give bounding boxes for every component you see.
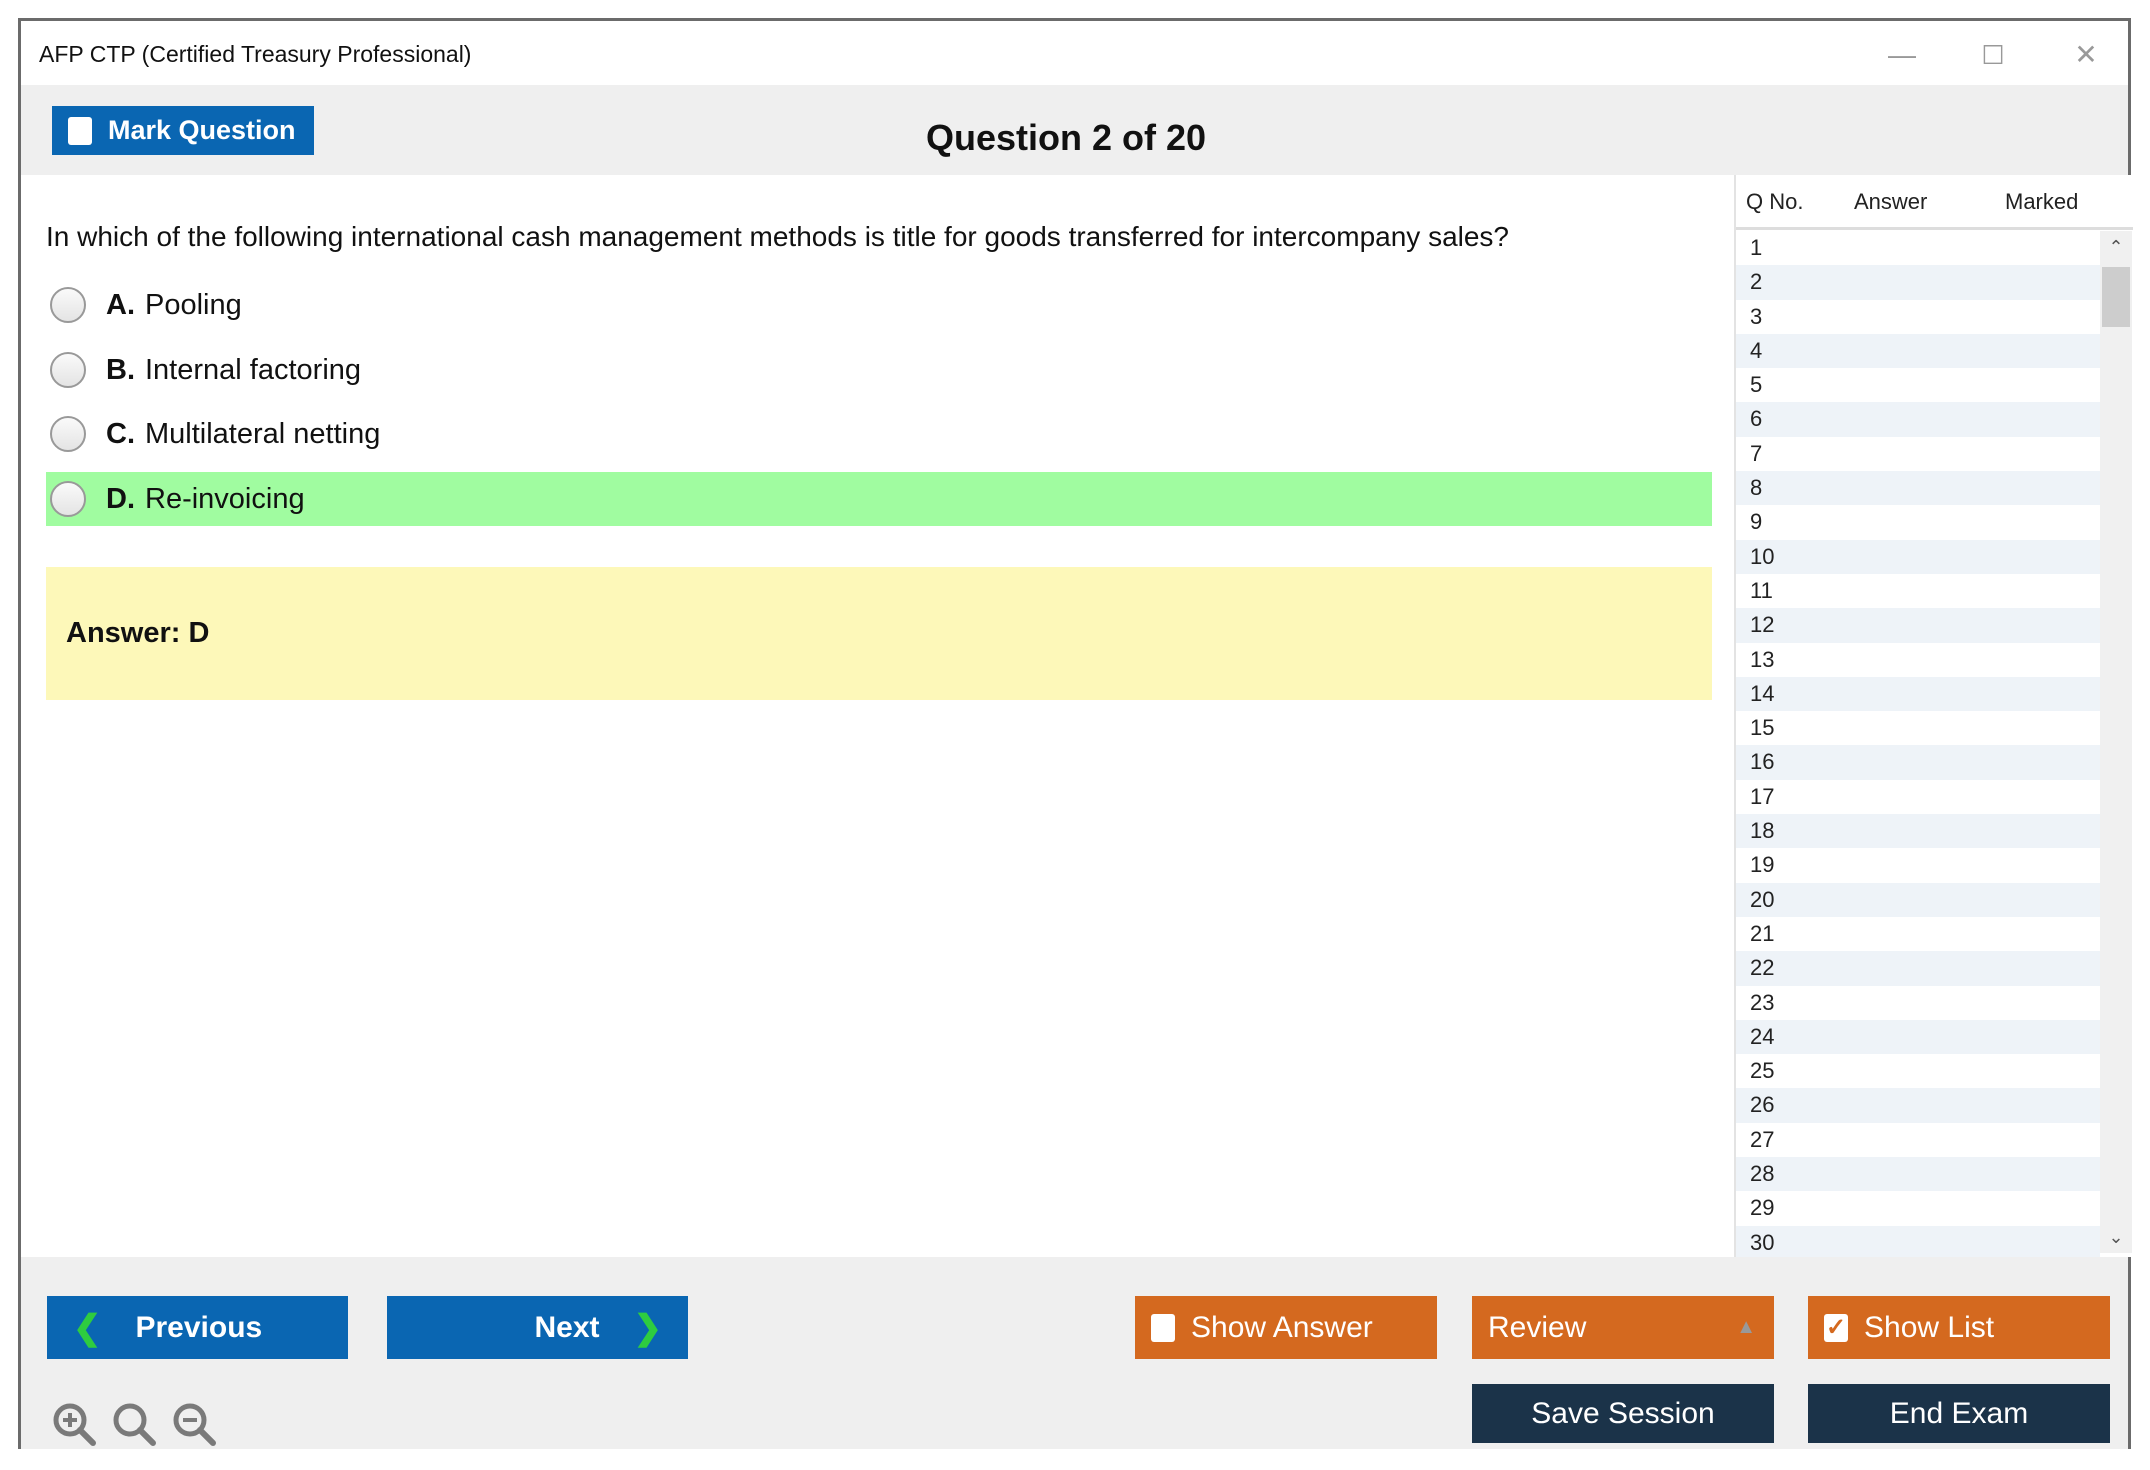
review-dropdown[interactable]: Review ▲: [1472, 1296, 1774, 1359]
radio-button[interactable]: [50, 352, 86, 388]
previous-button[interactable]: ❮ Previous: [47, 1296, 348, 1359]
option-text: Pooling: [145, 288, 242, 321]
question-list-row[interactable]: 9: [1750, 509, 1763, 535]
option-text: Multilateral netting: [145, 417, 381, 450]
column-q-no[interactable]: Q No.: [1746, 189, 1804, 214]
checkbox-icon: [68, 116, 92, 145]
zoom-in-icon[interactable]: [51, 1401, 99, 1449]
question-list-panel: Q No. Answer Marked 1 2 3 4 5 6 7 8 9 10 11 12 13 14 1…: [1734, 175, 2133, 1260]
question-counter: Question 2 of 20: [925, 117, 1207, 158]
question-header: Mark Question: [21, 85, 2128, 175]
question-list-row[interactable]: 4: [1736, 333, 2100, 369]
radio-button[interactable]: [50, 287, 86, 323]
question-list-row[interactable]: 26: [1736, 1088, 2100, 1123]
show-answer-label: Show Answer: [1191, 1310, 1373, 1344]
option-b[interactable]: B. Internal factoring: [46, 343, 1712, 397]
show-list-label: Show List: [1864, 1310, 1995, 1344]
footer-toolbar: ❮ Previous Next ❯ Show Answer Review ▲ ✓…: [21, 1257, 2128, 1449]
minimize-button[interactable]: —: [1888, 39, 1916, 70]
question-list-row[interactable]: 12: [1736, 608, 2100, 643]
question-list-row[interactable]: 29: [1750, 1195, 1775, 1221]
option-a[interactable]: A. Pooling: [46, 278, 1712, 332]
review-label: Review: [1488, 1310, 1587, 1344]
option-c[interactable]: C. Multilateral netting: [46, 407, 1712, 461]
question-list-row[interactable]: 23: [1750, 989, 1775, 1015]
save-session-label: Save Session: [1531, 1396, 1715, 1430]
end-exam-label: End Exam: [1889, 1396, 2029, 1430]
scroll-up-icon[interactable]: ⌃: [2108, 237, 2124, 257]
close-button[interactable]: ✕: [2074, 39, 2098, 70]
show-answer-button[interactable]: Show Answer: [1135, 1296, 1437, 1359]
question-list-row[interactable]: 24: [1736, 1019, 2100, 1055]
option-text: Internal factoring: [145, 353, 362, 386]
option-letter: B.: [106, 353, 135, 386]
question-list-header: Q No. Answer Marked: [1736, 175, 2133, 230]
question-list-row[interactable]: 5: [1750, 372, 1763, 398]
question-list-row[interactable]: 11: [1750, 577, 1773, 603]
question-list-row[interactable]: 17: [1750, 783, 1775, 809]
column-marked[interactable]: Marked: [2005, 189, 2079, 214]
question-list-row[interactable]: 6: [1736, 402, 2100, 437]
option-letter: A.: [106, 288, 135, 321]
app-window: AFP CTP (Certified Treasury Professional…: [18, 18, 2133, 1449]
question-list-row[interactable]: 3: [1750, 303, 1763, 329]
radio-button[interactable]: [50, 416, 86, 452]
chevron-left-icon: ❮: [73, 1308, 102, 1347]
show-list-button[interactable]: ✓ Show List: [1808, 1296, 2110, 1359]
mark-question-button[interactable]: Mark Question: [52, 106, 314, 155]
question-list-row[interactable]: 28: [1736, 1157, 2100, 1192]
title-bar: AFP CTP (Certified Treasury Professional…: [21, 21, 2128, 85]
question-list-row[interactable]: 7: [1750, 440, 1763, 466]
question-text: In which of the following international …: [46, 221, 1509, 252]
option-text: Re-invoicing: [145, 482, 305, 515]
question-list-row[interactable]: 22: [1736, 951, 2100, 986]
next-label: Next: [534, 1310, 600, 1344]
option-letter: D.: [106, 482, 135, 515]
question-list-row[interactable]: 10: [1736, 539, 2100, 574]
radio-button[interactable]: [50, 481, 86, 517]
save-session-button[interactable]: Save Session: [1472, 1384, 1774, 1443]
question-list-row[interactable]: 13: [1750, 646, 1775, 672]
question-list-row[interactable]: 27: [1750, 1126, 1775, 1152]
question-list-row[interactable]: 8: [1736, 471, 2100, 506]
question-list-row[interactable]: 1: [1750, 235, 1763, 260]
question-list-row[interactable]: 20: [1736, 882, 2100, 917]
question-list-row[interactable]: 19: [1750, 852, 1775, 878]
checkbox-icon[interactable]: [1151, 1313, 1175, 1342]
end-exam-button[interactable]: End Exam: [1808, 1384, 2110, 1443]
question-list-row[interactable]: 18: [1736, 814, 2100, 849]
question-list-row[interactable]: 14: [1736, 676, 2100, 712]
scrollbar[interactable]: ⌃ ⌄: [2100, 231, 2132, 1253]
question-list-row[interactable]: 25: [1750, 1058, 1775, 1084]
mark-question-label: Mark Question: [108, 115, 296, 145]
zoom-reset-icon[interactable]: [111, 1401, 159, 1449]
question-list-rows: 1 2 3 4 5 6 7 8 9 10 11 12 13 14 15 16 17 18 19 20 21 22 23 24 2…: [1736, 231, 2100, 1260]
previous-label: Previous: [135, 1310, 263, 1344]
column-answer[interactable]: Answer: [1854, 189, 1928, 214]
answer-text: Answer: D: [66, 617, 210, 649]
scrollbar-thumb[interactable]: [2102, 267, 2130, 327]
option-letter: C.: [106, 417, 135, 450]
question-list-row[interactable]: 16: [1736, 745, 2100, 780]
question-list-row[interactable]: 2: [1736, 265, 2100, 300]
zoom-out-icon[interactable]: [171, 1401, 219, 1449]
caret-up-icon: ▲: [1736, 1316, 1756, 1338]
option-d[interactable]: D. Re-invoicing: [46, 472, 1712, 526]
checkbox-checked-icon[interactable]: ✓: [1824, 1313, 1848, 1342]
question-list-row[interactable]: 30: [1736, 1225, 2100, 1260]
question-list-row[interactable]: 15: [1750, 715, 1775, 741]
next-button[interactable]: Next ❯: [387, 1296, 688, 1359]
window-title: AFP CTP (Certified Treasury Professional…: [39, 41, 472, 67]
maximize-button[interactable]: ☐: [1981, 40, 2005, 70]
answer-box: Answer: D: [46, 567, 1712, 700]
question-list-row[interactable]: 21: [1750, 920, 1775, 946]
chevron-right-icon: ❯: [633, 1308, 663, 1347]
scroll-down-icon[interactable]: ⌄: [2108, 1227, 2124, 1247]
